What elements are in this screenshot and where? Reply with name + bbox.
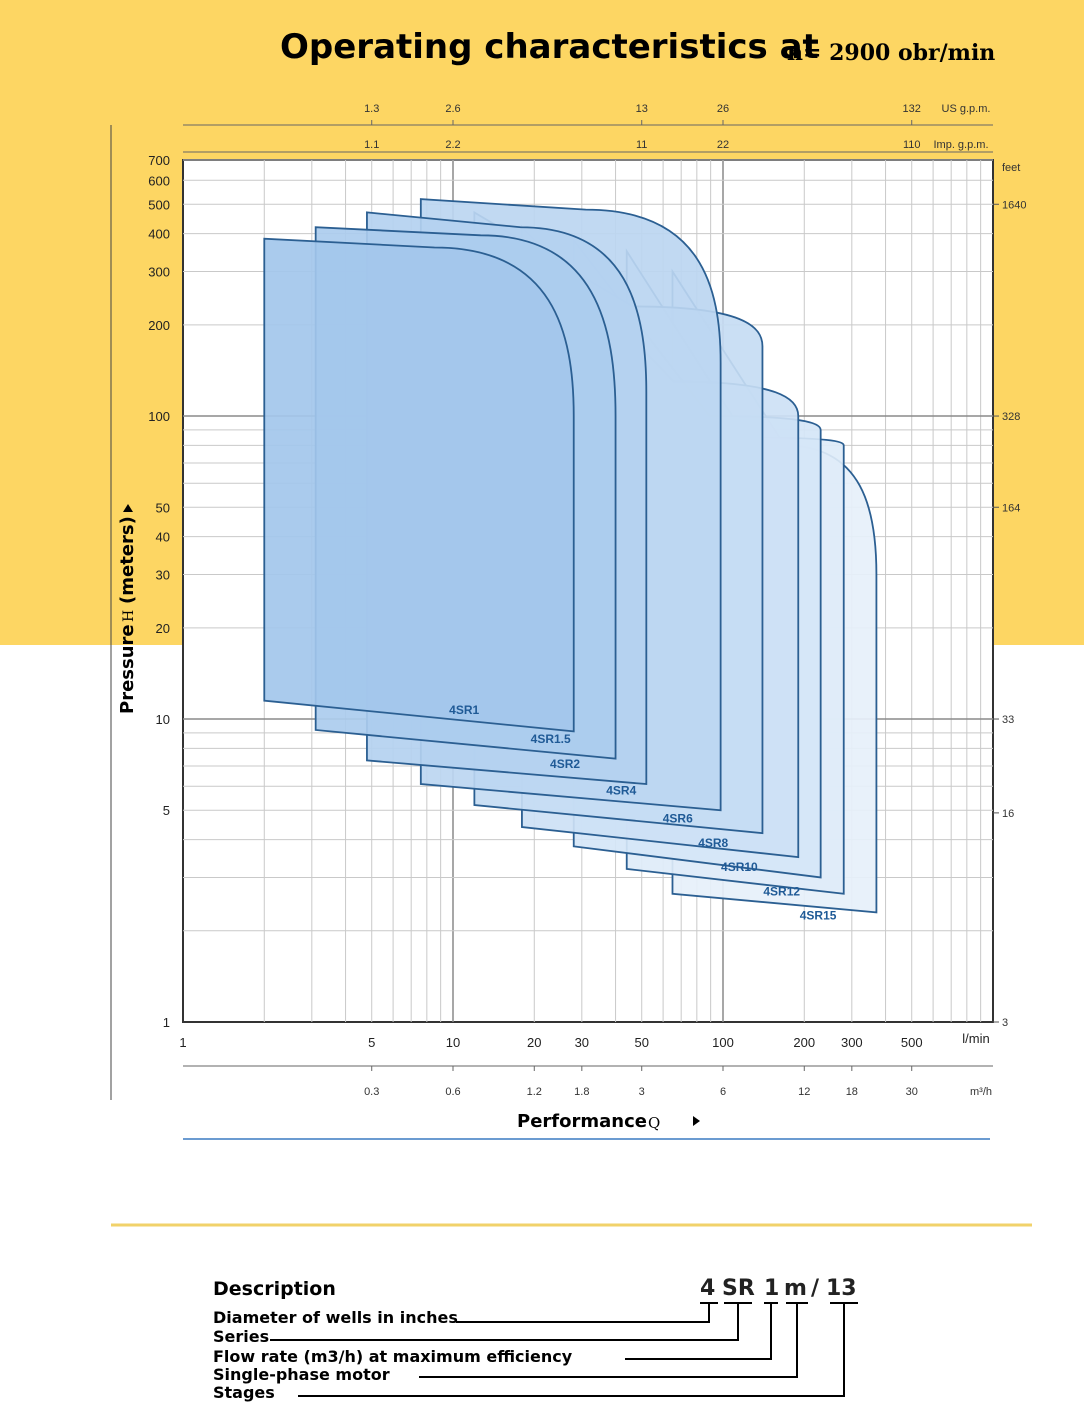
- feet-unit-label: feet: [1002, 162, 1020, 174]
- series-label: 4SR1: [449, 703, 479, 717]
- series-label: 4SR15: [800, 908, 837, 922]
- code-series: SR: [722, 1276, 755, 1301]
- x-axis-symbol: Q: [648, 1114, 660, 1132]
- description-item-stages: Stages: [213, 1383, 275, 1402]
- series-label: 4SR10: [721, 860, 758, 874]
- y-axis-unit: (meters): [117, 516, 138, 604]
- leader-flow: [625, 1303, 772, 1360]
- series-label: 4SR6: [663, 811, 693, 825]
- x-tick-label: 100: [712, 1035, 734, 1050]
- m3h-tick-label: 0.3: [364, 1086, 379, 1098]
- m3h-tick-label: 18: [846, 1086, 858, 1098]
- leader-motor: [419, 1303, 798, 1378]
- imp-gpm-tick-label: 2.2: [445, 139, 460, 151]
- x-axis-arrow-icon: [693, 1116, 700, 1126]
- y-tick-label: 1: [163, 1015, 170, 1030]
- description-item-diameter: Diameter of wells in inches: [213, 1308, 458, 1327]
- series-label: 4SR8: [698, 836, 728, 850]
- x-tick-label: 500: [901, 1035, 923, 1050]
- x-unit-label: l/min: [962, 1031, 989, 1046]
- description-title: Description: [213, 1278, 336, 1300]
- code-slash: /: [811, 1276, 820, 1301]
- imp-gpm-tick-label: 11: [636, 139, 647, 151]
- y-axis-arrow-icon: [123, 504, 133, 512]
- m3h-tick-label: 12: [798, 1086, 810, 1098]
- chart-speed: n= 2900 obr/min: [787, 40, 995, 66]
- feet-tick-label: 1640: [1002, 199, 1026, 211]
- y-tick-label: 10: [156, 712, 170, 727]
- y-tick-label: 5: [163, 803, 170, 818]
- series-group: [263, 198, 878, 914]
- series-label: 4SR1.5: [531, 732, 571, 746]
- code-motor: m: [784, 1276, 807, 1301]
- m3h-tick-label: 1.2: [527, 1086, 542, 1098]
- x-tick-label: 300: [841, 1035, 863, 1050]
- m3h-unit-label: m³/h: [970, 1086, 992, 1098]
- us-gpm-tick-label: 2.6: [445, 103, 460, 115]
- x-tick-label: 1: [179, 1035, 186, 1050]
- chart-title: Operating characteristics at: [280, 27, 819, 67]
- x-axis-label: Performance: [517, 1111, 647, 1132]
- axes: 1 5 10 20 30 50 100 200 300 500 l/min 1 5 10 20 30 40 50 1…: [148, 103, 1026, 1098]
- us-gpm-unit-label: US g.p.m.: [942, 103, 991, 115]
- description-item-series: Series: [213, 1327, 269, 1346]
- y-tick-label: 600: [148, 173, 170, 188]
- m3h-tick-label: 3: [639, 1086, 645, 1098]
- y-axis-title: Pressure H (meters): [117, 504, 138, 714]
- y-tick-label: 100: [148, 409, 170, 424]
- feet-tick-label: 164: [1002, 502, 1020, 514]
- us-gpm-tick-label: 132: [903, 103, 921, 115]
- y-tick-label: 30: [156, 567, 170, 582]
- x-tick-label: 10: [446, 1035, 460, 1050]
- m3h-tick-label: 6: [720, 1086, 726, 1098]
- imp-gpm-unit-label: Imp. g.p.m.: [933, 139, 988, 151]
- m3h-tick-label: 30: [906, 1086, 918, 1098]
- leader-series: [270, 1303, 739, 1341]
- imp-gpm-tick-label: 110: [903, 139, 921, 151]
- leader-diameter: [456, 1303, 710, 1323]
- series-label: 4SR12: [763, 884, 800, 898]
- description-item-motor: Single-phase motor: [213, 1365, 390, 1384]
- feet-tick-label: 16: [1002, 808, 1014, 820]
- feet-tick-label: 33: [1002, 714, 1014, 726]
- y-axis-symbol: H: [121, 610, 137, 622]
- code-stages: 13: [826, 1276, 857, 1301]
- x-tick-label: 200: [793, 1035, 815, 1050]
- series-label: 4SR2: [550, 757, 580, 771]
- x-tick-label: 50: [634, 1035, 648, 1050]
- x-tick-label: 5: [368, 1035, 375, 1050]
- leader-stages: [298, 1303, 845, 1397]
- description-item-flow-rate: Flow rate (m3/h) at maximum efficiency: [213, 1347, 573, 1366]
- y-tick-label: 400: [148, 227, 170, 242]
- x-tick-label: 20: [527, 1035, 541, 1050]
- code-flow: 1: [764, 1276, 779, 1301]
- us-gpm-tick-label: 13: [636, 103, 648, 115]
- series-area-4sr1: [263, 237, 575, 733]
- y-tick-label: 20: [156, 621, 170, 636]
- feet-tick-label: 3: [1002, 1017, 1008, 1029]
- feet-tick-label: 328: [1002, 411, 1020, 423]
- imp-gpm-tick-label: 22: [717, 139, 729, 151]
- us-gpm-tick-label: 1.3: [364, 103, 379, 115]
- y-tick-label: 200: [148, 318, 170, 333]
- model-description: Description 4 SR 1 m / 13 Diameter of we…: [213, 1276, 858, 1402]
- imp-gpm-tick-label: 1.1: [364, 139, 379, 151]
- y-tick-label: 50: [156, 500, 170, 515]
- y-tick-label: 500: [148, 197, 170, 212]
- us-gpm-tick-label: 26: [717, 103, 729, 115]
- m3h-tick-label: 1.8: [574, 1086, 589, 1098]
- y-tick-label: 700: [148, 153, 170, 168]
- code-diameter: 4: [700, 1276, 715, 1301]
- y-axis-label: Pressure: [117, 624, 138, 714]
- y-tick-label: 300: [148, 264, 170, 279]
- x-tick-label: 30: [575, 1035, 589, 1050]
- y-tick-label: 40: [156, 530, 170, 545]
- m3h-tick-label: 0.6: [445, 1086, 460, 1098]
- series-label: 4SR4: [606, 784, 636, 798]
